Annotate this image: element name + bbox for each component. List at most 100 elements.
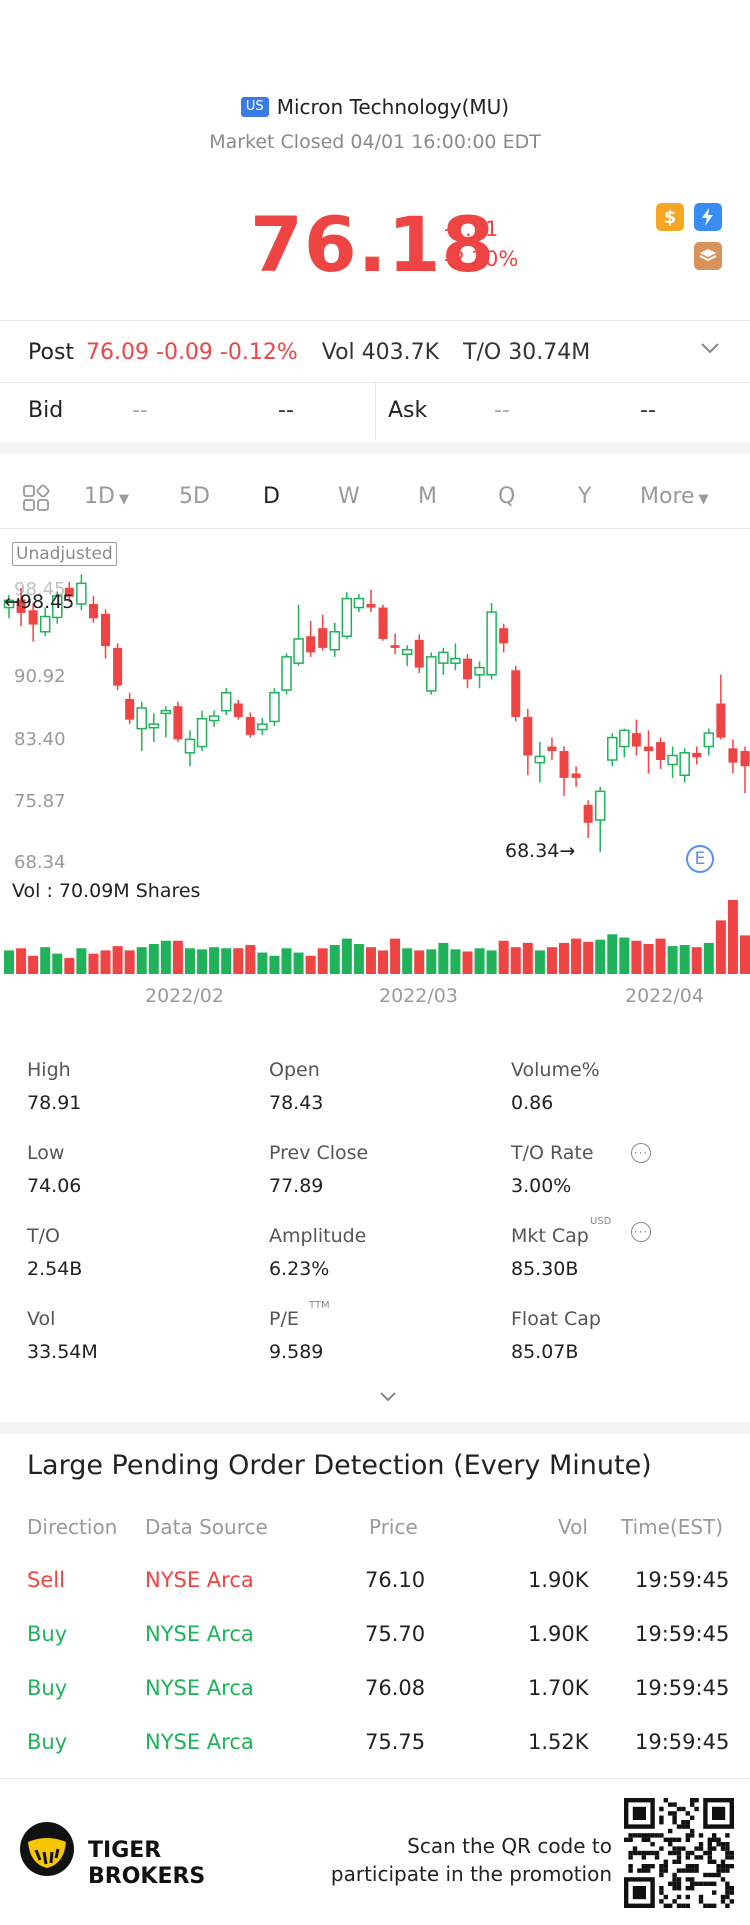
candle-body <box>499 628 509 644</box>
stack-icon[interactable] <box>694 242 722 270</box>
candle-body <box>534 755 546 764</box>
high-label: High <box>27 1059 71 1081</box>
expand-chevron-icon[interactable] <box>379 1388 397 1407</box>
float-cap-label: Float Cap <box>511 1308 601 1330</box>
qr-module <box>712 1872 717 1878</box>
qr-module <box>690 1881 695 1886</box>
qr-module <box>729 1899 734 1904</box>
price-cell: 75.75 <box>365 1730 426 1754</box>
qr-module <box>725 1890 730 1895</box>
candle-body <box>293 638 304 664</box>
candle-body <box>692 752 702 758</box>
volume-bar <box>583 941 594 974</box>
qr-module <box>676 1881 682 1886</box>
candle-body <box>76 582 87 605</box>
col-time: Time(EST) <box>621 1515 724 1539</box>
qr-module <box>646 1837 651 1842</box>
qr-module <box>712 1903 717 1908</box>
qr-module <box>659 1833 664 1838</box>
tab-w[interactable]: W <box>338 484 360 509</box>
candle <box>208 710 220 727</box>
market-cap-label: Mkt Cap <box>511 1225 589 1247</box>
qr-module <box>663 1864 668 1869</box>
volume-chart <box>4 900 750 974</box>
low-label: Low <box>27 1142 65 1164</box>
qr-module <box>646 1833 651 1838</box>
qr-module <box>672 1859 677 1864</box>
qr-module <box>654 1855 660 1860</box>
qr-module <box>676 1877 682 1882</box>
candle <box>499 623 509 653</box>
x-tick: 2022/02 <box>145 985 224 1007</box>
flash-icon[interactable] <box>694 203 722 231</box>
candle <box>401 645 413 666</box>
tab-y[interactable]: Y <box>578 484 592 509</box>
last-price: 76.18 <box>250 200 496 289</box>
candle-body <box>101 613 111 647</box>
volume-bar <box>546 947 557 974</box>
market-cap-value: 85.30B <box>511 1258 579 1280</box>
candle <box>716 674 726 740</box>
candle <box>366 589 376 613</box>
source-cell: NYSE Arca <box>145 1622 254 1646</box>
qr-module <box>725 1850 730 1856</box>
more-info-icon[interactable]: ··· <box>631 1143 651 1163</box>
low-value: 74.06 <box>27 1175 82 1197</box>
vol-cell: 1.70K <box>528 1676 589 1700</box>
volume-bar <box>197 949 208 974</box>
section-title: Large Pending Order Detection (Every Min… <box>27 1450 652 1481</box>
qr-module <box>690 1802 695 1807</box>
candle <box>679 748 690 783</box>
tab-d[interactable]: D <box>263 484 280 509</box>
direction-cell: Sell <box>27 1568 65 1592</box>
qr-module <box>641 1864 646 1869</box>
qr-finder <box>712 1806 726 1820</box>
candlestick-chart[interactable] <box>0 560 750 860</box>
qr-module <box>646 1868 651 1873</box>
candle-body <box>233 703 243 717</box>
dollar-icon[interactable]: $ <box>656 203 684 231</box>
unadjusted-toggle[interactable]: Unadjusted <box>12 542 117 566</box>
qr-module <box>663 1894 668 1900</box>
qr-module <box>676 1806 682 1812</box>
qr-module <box>676 1868 682 1873</box>
market-badge: US <box>240 97 269 117</box>
candle-body <box>366 603 376 608</box>
qr-module <box>703 1903 708 1908</box>
tiger-logo-icon <box>18 1820 76 1882</box>
post-volume: Vol 403.7K <box>321 339 440 365</box>
qr-module <box>668 1828 673 1834</box>
candle-body <box>594 790 606 821</box>
qr-module <box>668 1850 673 1856</box>
tab-more[interactable]: More ▼ <box>640 484 709 509</box>
volume-bar <box>365 947 376 974</box>
tab-5d[interactable]: 5D <box>179 484 210 509</box>
volume-bar <box>124 950 135 974</box>
volume-bar <box>52 953 63 974</box>
candle <box>76 574 87 611</box>
volume-bar <box>16 948 27 974</box>
grid-layout-icon[interactable] <box>22 484 50 516</box>
more-info-icon[interactable]: ··· <box>631 1222 651 1242</box>
candle <box>426 652 437 695</box>
candle-body <box>547 746 557 752</box>
qr-module <box>668 1811 673 1816</box>
qr-module <box>672 1850 677 1856</box>
tab-m[interactable]: M <box>418 484 437 509</box>
qr-code-icon[interactable] <box>624 1798 734 1908</box>
qr-module <box>729 1850 734 1856</box>
qr-module <box>663 1859 668 1864</box>
qr-module <box>725 1846 730 1851</box>
candle-body <box>318 628 328 648</box>
candle <box>474 661 485 689</box>
qr-module <box>637 1868 642 1873</box>
tab-q[interactable]: Q <box>498 484 516 509</box>
chevron-down-icon[interactable] <box>700 340 720 359</box>
qr-module <box>707 1859 712 1864</box>
candle-body <box>306 636 316 653</box>
earnings-e-icon[interactable]: E <box>686 845 714 873</box>
volume-bar <box>269 955 280 974</box>
candle-body <box>125 699 135 720</box>
tab-1d[interactable]: 1D ▼ <box>84 484 129 509</box>
volume-value: 33.54M <box>27 1341 98 1363</box>
